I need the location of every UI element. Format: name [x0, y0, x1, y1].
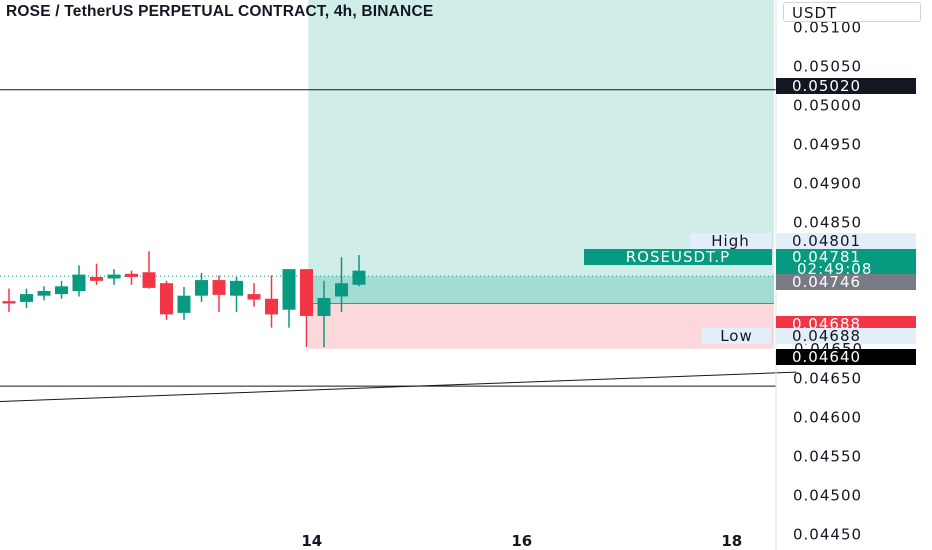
- candle-12: [195, 273, 208, 302]
- price-tick-0.05000: 0.05000: [793, 96, 862, 114]
- candle-body: [55, 286, 68, 295]
- candle-body: [72, 274, 86, 291]
- candle-body: [37, 290, 51, 296]
- high-label: High: [690, 233, 771, 249]
- candle-15: [247, 283, 261, 307]
- entry-value: 0.04746: [776, 274, 916, 290]
- candle-19: [317, 280, 331, 348]
- price-tick-0.05100: 0.05100: [793, 18, 862, 36]
- price-tick-0.04600: 0.04600: [793, 408, 862, 426]
- candle-body: [265, 298, 278, 315]
- candle-body: [2, 301, 16, 304]
- trend-line: [0, 371, 797, 402]
- candle-body: [282, 269, 296, 310]
- candle-21: [352, 255, 366, 287]
- price-tick-0.04550: 0.04550: [793, 447, 862, 465]
- candles: [2, 251, 366, 348]
- hidden-tick-value: 0.04650: [776, 343, 916, 349]
- price-tick-0.05050: 0.05050: [793, 57, 862, 75]
- currency-unit-button[interactable]: USDT: [783, 2, 921, 22]
- candle-body: [125, 273, 138, 277]
- candle-body: [317, 298, 331, 316]
- candle-7: [107, 269, 121, 285]
- chart-title: ROSE / TetherUS PERPETUAL CONTRACT, 4h, …: [6, 3, 434, 20]
- candle-16: [265, 275, 278, 328]
- candle-body: [247, 294, 261, 300]
- candle-13: [212, 275, 226, 313]
- candle-11: [177, 287, 191, 320]
- candle-body: [20, 294, 33, 302]
- price-tick-0.04500: 0.04500: [793, 486, 862, 504]
- line-bottom-value: 0.04640: [776, 349, 916, 365]
- candle-body: [177, 295, 191, 313]
- candle-2: [20, 288, 33, 309]
- candle-8: [125, 270, 138, 285]
- time-axis[interactable]: 14 16 18: [301, 532, 742, 550]
- time-tick-18: 18: [721, 532, 742, 550]
- candle-3: [37, 286, 51, 301]
- candle-body: [335, 283, 348, 297]
- candle-18: [300, 269, 313, 348]
- price-tick-0.04650: 0.04650: [793, 369, 862, 387]
- candle-body: [160, 283, 173, 315]
- price-tick-0.04450: 0.04450: [793, 525, 862, 543]
- price-tick-0.04900: 0.04900: [793, 174, 862, 192]
- candle-body: [352, 270, 366, 285]
- candle-body: [142, 272, 156, 288]
- time-tick-14: 14: [301, 532, 322, 550]
- last-price-value: 0.04781: [776, 249, 916, 265]
- candle-body: [90, 276, 103, 281]
- countdown-value: 02:49:08: [776, 262, 916, 277]
- candle-6: [90, 263, 103, 285]
- candle-9: [142, 251, 156, 289]
- candle-body: [195, 280, 208, 296]
- candle-body: [107, 274, 121, 279]
- candle-4: [55, 280, 68, 299]
- candle-body: [300, 269, 313, 316]
- candle-14: [230, 276, 243, 313]
- price-tick-0.04950: 0.04950: [793, 135, 862, 153]
- position-zones: [308, 0, 774, 349]
- candle-17: [282, 269, 296, 328]
- price-tick-0.04850: 0.04850: [793, 213, 862, 231]
- candle-1: [2, 288, 16, 313]
- candle-body: [230, 280, 243, 296]
- entry-zone: [308, 276, 774, 304]
- line-top-value: 0.05020: [776, 78, 916, 94]
- low-value: 0.04688: [776, 328, 916, 344]
- symbol-label: ROSEUSDT.P: [584, 249, 772, 265]
- candle-body: [212, 280, 226, 295]
- candle-5: [72, 265, 86, 297]
- time-tick-16: 16: [511, 532, 532, 550]
- loss-zone: [308, 303, 774, 349]
- high-value: 0.04801: [776, 233, 916, 249]
- low-label: Low: [702, 328, 771, 344]
- candle-20: [335, 257, 348, 313]
- candle-10: [160, 280, 173, 320]
